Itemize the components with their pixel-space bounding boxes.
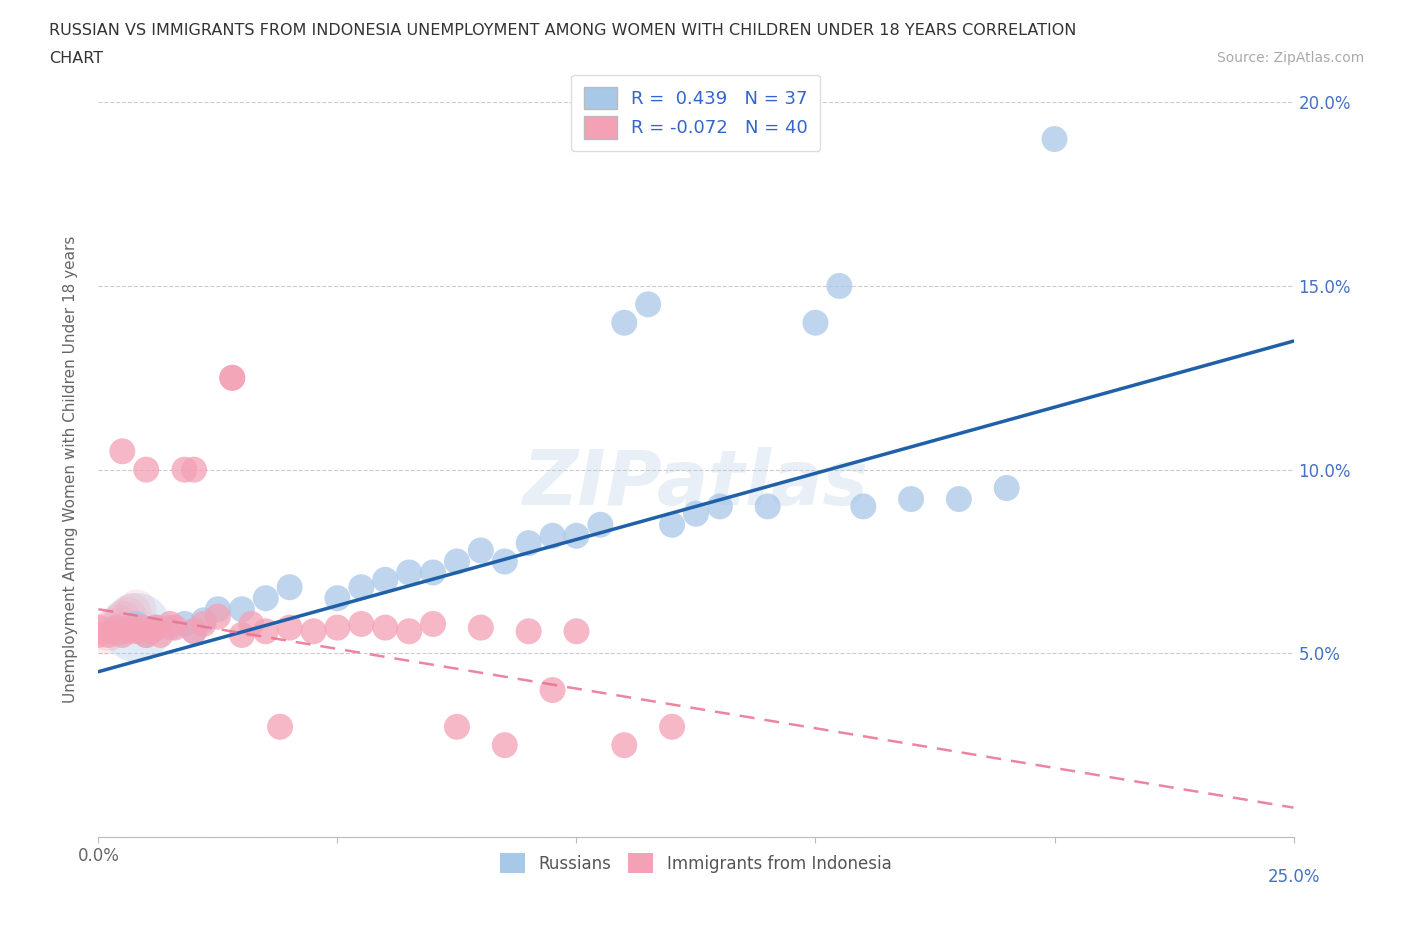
Point [1043,131,1066,146]
Point [107,620,129,635]
Point [149,628,172,643]
Point [139,624,162,639]
Point [221,370,243,385]
Point [350,579,373,594]
Point [565,624,588,639]
Point [97,628,120,643]
Point [613,315,636,330]
Point [111,628,134,643]
Point [685,506,707,521]
Point [115,624,138,639]
Point [121,620,143,635]
Text: CHART: CHART [49,51,103,66]
Point [193,617,215,631]
Point [145,620,167,635]
Point [159,617,181,631]
Point [135,628,157,643]
Point [131,620,153,635]
Point [125,602,148,617]
Point [661,517,683,532]
Point [517,536,540,551]
Point [91,628,114,643]
Point [183,624,205,639]
Point [97,624,120,639]
Point [637,297,659,312]
Point [87,628,110,643]
Point [207,602,229,617]
Point [470,620,492,635]
Point [159,620,181,635]
Point [804,315,827,330]
Point [101,624,124,639]
Point [125,620,148,635]
Point [135,462,157,477]
Point [661,720,683,735]
Point [145,620,167,635]
Text: RUSSIAN VS IMMIGRANTS FROM INDONESIA UNEMPLOYMENT AMONG WOMEN WITH CHILDREN UNDE: RUSSIAN VS IMMIGRANTS FROM INDONESIA UNE… [49,23,1077,38]
Point [326,591,349,605]
Y-axis label: Unemployment Among Women with Children Under 18 years: Unemployment Among Women with Children U… [63,236,77,703]
Point [828,279,851,294]
Point [326,620,349,635]
Point [541,528,564,543]
Point [231,628,253,643]
Point [398,565,420,580]
Point [183,462,205,477]
Point [756,498,779,513]
Point [193,613,215,628]
Point [613,737,636,752]
Point [948,492,970,507]
Point [517,624,540,639]
Point [173,462,195,477]
Point [111,444,134,458]
Point [278,620,301,635]
Point [374,572,396,588]
Point [470,543,492,558]
Point [278,579,301,594]
Point [125,617,148,631]
Point [995,481,1018,496]
Point [107,617,129,631]
Point [221,370,243,385]
Point [900,492,922,507]
Point [135,628,157,643]
Point [121,605,143,620]
Point [87,620,110,635]
Point [589,517,612,532]
Point [350,617,373,631]
Point [422,617,444,631]
Point [565,528,588,543]
Text: 25.0%: 25.0% [1267,868,1320,885]
Point [111,613,134,628]
Point [709,498,731,513]
Point [446,720,468,735]
Point [446,554,468,569]
Point [254,591,277,605]
Legend: Russians, Immigrants from Indonesia: Russians, Immigrants from Indonesia [494,846,898,880]
Point [398,624,420,639]
Point [494,554,516,569]
Point [302,624,325,639]
Point [125,624,148,639]
Point [494,737,516,752]
Point [422,565,444,580]
Point [207,609,229,624]
Point [852,498,875,513]
Point [163,620,186,635]
Text: ZIPatlas: ZIPatlas [523,447,869,522]
Point [183,624,205,639]
Point [101,620,124,635]
Point [374,620,396,635]
Point [115,609,138,624]
Point [240,617,263,631]
Point [269,720,291,735]
Text: Source: ZipAtlas.com: Source: ZipAtlas.com [1216,51,1364,65]
Point [173,617,195,631]
Point [541,683,564,698]
Point [254,624,277,639]
Point [111,624,134,639]
Point [231,602,253,617]
